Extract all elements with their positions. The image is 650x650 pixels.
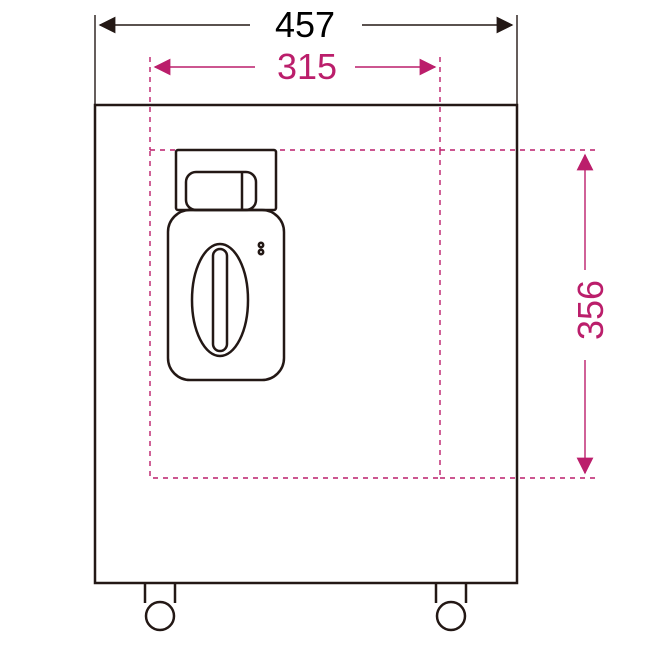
diagram-svg: [0, 0, 650, 650]
inner-width-label: 315: [277, 46, 337, 88]
lock-handle-slot: [213, 249, 227, 351]
inner-height-label: 356: [570, 280, 612, 340]
foot-left: [145, 583, 175, 630]
lock-handle-outer: [192, 244, 248, 356]
lock-assembly: [168, 150, 284, 380]
foot-right: [436, 583, 466, 630]
lock-screen: [186, 172, 256, 210]
lock-led: [259, 243, 263, 247]
diagram-canvas: 457 315 356: [0, 0, 650, 650]
lock-top-panel: [176, 150, 276, 210]
outer-width-label: 457: [275, 4, 335, 46]
outer-body: [95, 105, 517, 583]
